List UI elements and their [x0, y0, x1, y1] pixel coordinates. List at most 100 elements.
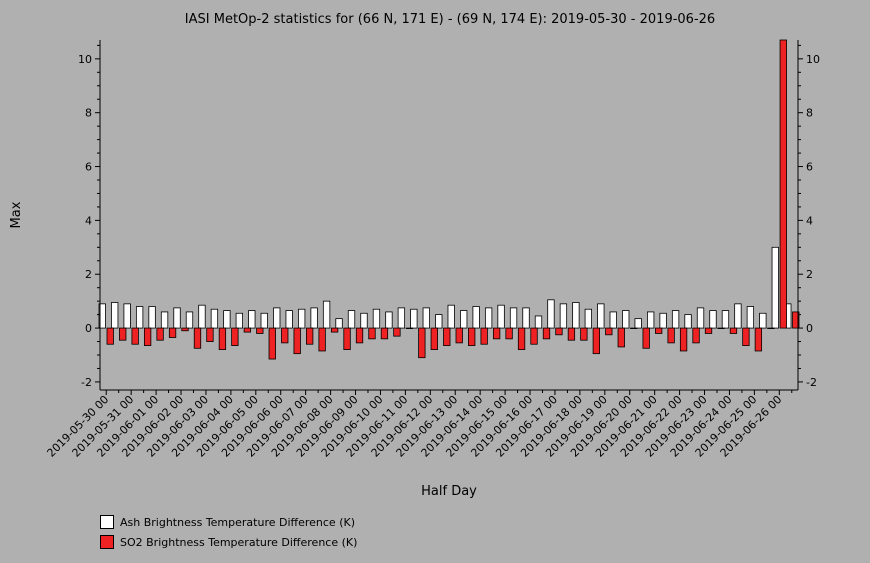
so2-bar-2	[131, 327, 139, 345]
so2-bar-24	[405, 327, 414, 329]
ash-bar-54	[771, 246, 779, 329]
so2-bar-10	[231, 327, 239, 346]
y-axis-right: -2 0 2 4 6 8 10	[797, 40, 820, 390]
so2-bar-16	[306, 327, 314, 345]
so2-bar-39	[592, 327, 600, 355]
so2-bar-12	[256, 327, 264, 334]
so2-bar-8	[206, 327, 214, 342]
so2-bar-44	[655, 327, 663, 334]
plot-area	[98, 39, 800, 360]
so2-bar-18	[330, 327, 339, 333]
so2-bar-41	[617, 327, 625, 348]
y-tick-label-left: 2	[85, 268, 92, 281]
ash-bar-21	[360, 312, 368, 329]
legend-swatch-so2	[100, 535, 114, 549]
ash-bar-11	[235, 312, 243, 329]
ash-bar-8	[198, 304, 206, 329]
so2-bar-1	[119, 327, 127, 341]
so2-bar-5	[168, 327, 177, 338]
so2-bar-28	[455, 327, 463, 344]
ash-bar-20	[347, 310, 356, 329]
ash-bar-36	[547, 299, 555, 329]
y-tick-label-left: 10	[78, 53, 92, 66]
so2-bar-30	[480, 327, 488, 345]
so2-bar-46	[679, 327, 688, 352]
ash-bar-4	[148, 306, 156, 329]
ash-bar-7	[185, 311, 194, 329]
ash-bar-17	[310, 307, 318, 329]
ash-bar-41	[609, 311, 617, 329]
y-tick-label-right: 4	[806, 214, 813, 227]
y-tick-label-right: -2	[806, 376, 817, 389]
ash-bar-23	[385, 311, 393, 329]
ash-bar-13	[260, 312, 268, 329]
so2-bar-29	[468, 327, 476, 346]
ash-bar-32	[497, 304, 505, 329]
ash-bar-42	[622, 310, 630, 329]
ash-bar-3	[135, 306, 144, 329]
ash-bar-1	[111, 302, 119, 329]
y-tick-label-left: 6	[85, 161, 92, 174]
y-tick-label-right: 2	[806, 268, 813, 281]
ash-bar-5	[160, 311, 169, 329]
so2-bar-50	[729, 327, 738, 334]
so2-bar-4	[156, 327, 164, 341]
so2-bar-47	[692, 327, 700, 344]
ash-bar-43	[634, 318, 642, 329]
y-tick-label-right: 0	[806, 322, 813, 335]
ash-bar-19	[335, 318, 343, 329]
ash-bar-25	[410, 308, 418, 329]
y-tick-label-left: -2	[81, 376, 92, 389]
so2-bar-53	[767, 327, 775, 329]
ash-bar-46	[671, 310, 680, 329]
ash-bar-9	[210, 308, 219, 329]
so2-bar-43	[642, 327, 650, 349]
y-tick-label-right: 8	[806, 107, 813, 120]
x-axis-label: Half Day	[421, 484, 477, 499]
so2-bar-11	[243, 327, 251, 333]
so2-bar-27	[443, 327, 451, 346]
ash-bar-34	[522, 307, 530, 329]
ash-bar-29	[460, 310, 468, 329]
ash-bar-31	[484, 307, 493, 329]
so2-bar-51	[742, 327, 750, 346]
legend-item-ash: Ash Brightness Temperature Difference (K…	[100, 512, 357, 532]
so2-bar-42	[630, 327, 638, 329]
so2-bar-55	[792, 311, 800, 329]
so2-bar-33	[517, 327, 526, 351]
y-axis-left: -2 0 2 4 6 8 10	[78, 40, 101, 390]
so2-bar-21	[368, 327, 376, 340]
so2-bar-48	[704, 327, 713, 334]
so2-bar-22	[380, 327, 389, 340]
so2-bar-54	[779, 39, 787, 329]
ash-bar-6	[173, 307, 181, 329]
so2-bar-38	[580, 327, 588, 341]
ash-bar-39	[584, 308, 592, 329]
ash-bar-52	[746, 306, 755, 329]
ash-bar-22	[372, 308, 381, 329]
so2-bar-15	[293, 327, 301, 355]
ash-bar-37	[559, 303, 568, 329]
so2-bar-6	[181, 327, 189, 332]
so2-bar-19	[343, 327, 351, 351]
ash-bar-28	[447, 304, 455, 329]
so2-bar-26	[430, 327, 438, 351]
ash-bar-16	[298, 308, 306, 329]
so2-bar-13	[268, 327, 276, 360]
ash-bar-47	[684, 314, 692, 329]
chart-title: IASI MetOp-2 statistics for (66 N, 171 E…	[185, 12, 715, 27]
ash-bar-18	[322, 300, 331, 329]
y-axis-label: Max	[9, 201, 24, 228]
so2-bar-40	[605, 327, 613, 336]
so2-bar-7	[193, 327, 202, 349]
legend-item-so2: SO2 Brightness Temperature Difference (K…	[100, 532, 357, 552]
ash-bar-50	[721, 310, 730, 329]
so2-bar-45	[667, 327, 675, 344]
ash-bar-33	[509, 307, 518, 329]
ash-bar-10	[223, 310, 231, 329]
ash-bar-30	[472, 306, 480, 329]
legend-swatch-ash	[100, 515, 114, 529]
legend-label-ash: Ash Brightness Temperature Difference (K…	[120, 515, 355, 529]
so2-bar-32	[505, 327, 513, 340]
